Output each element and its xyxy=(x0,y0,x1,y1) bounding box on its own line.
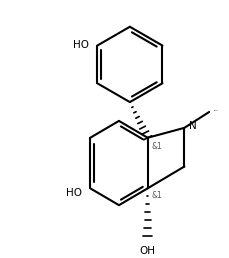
Text: OH: OH xyxy=(140,246,156,256)
Text: &1: &1 xyxy=(152,191,162,200)
Text: methyl: methyl xyxy=(214,109,219,111)
Text: HO: HO xyxy=(66,188,82,198)
Text: &1: &1 xyxy=(152,142,162,151)
Text: HO: HO xyxy=(73,39,89,50)
Text: N: N xyxy=(189,121,197,131)
